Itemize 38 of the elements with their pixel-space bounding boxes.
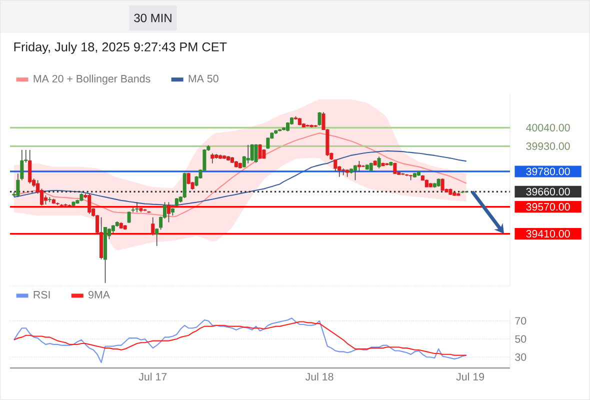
candlestick xyxy=(155,228,159,246)
y-tick-label: 70 xyxy=(515,317,526,325)
candlestick xyxy=(440,178,444,192)
candlestick xyxy=(353,164,357,181)
candlestick xyxy=(393,162,397,174)
y-tick-label: 39570.00 xyxy=(526,203,570,211)
y-tick-label: 39410.00 xyxy=(526,230,570,238)
chart-subtitle: Friday, July 18, 2025 9:27:43 PM CET xyxy=(14,42,227,54)
y-tick-label: 39930.00 xyxy=(526,142,570,150)
candlestick xyxy=(377,156,381,169)
legend-label: MA 20 + Bollinger Bands xyxy=(34,74,150,85)
candlestick xyxy=(135,202,139,213)
legend-label: MA 50 xyxy=(188,74,218,82)
legend-label: 9MA xyxy=(88,290,110,298)
x-tick-label: Jul 17 xyxy=(138,372,167,381)
candlestick xyxy=(182,172,186,198)
x-tick-label: Jul 18 xyxy=(305,372,334,381)
y-tick-label: 39660.00 xyxy=(526,188,570,196)
candlestick xyxy=(357,160,361,172)
legend-label: RSI xyxy=(34,290,50,298)
candlestick xyxy=(151,216,155,236)
y-tick-label: 39780.00 xyxy=(526,168,570,176)
candlestick xyxy=(28,150,32,184)
candlestick xyxy=(246,144,250,164)
candlestick xyxy=(254,144,258,164)
candlestick xyxy=(318,112,322,126)
candlestick xyxy=(258,144,262,160)
candlestick xyxy=(88,193,92,214)
y-tick-label: 30 xyxy=(515,353,526,361)
candlestick xyxy=(127,211,131,224)
candlestick xyxy=(166,202,170,223)
y-tick-label: 50 xyxy=(515,335,526,343)
candlestick xyxy=(111,224,115,235)
text: 30 MIN xyxy=(134,14,172,22)
candlestick xyxy=(210,152,214,164)
candlestick xyxy=(250,144,254,162)
y-tick-label: 40040.00 xyxy=(526,124,570,132)
x-tick-label: Jul 19 xyxy=(456,372,484,381)
